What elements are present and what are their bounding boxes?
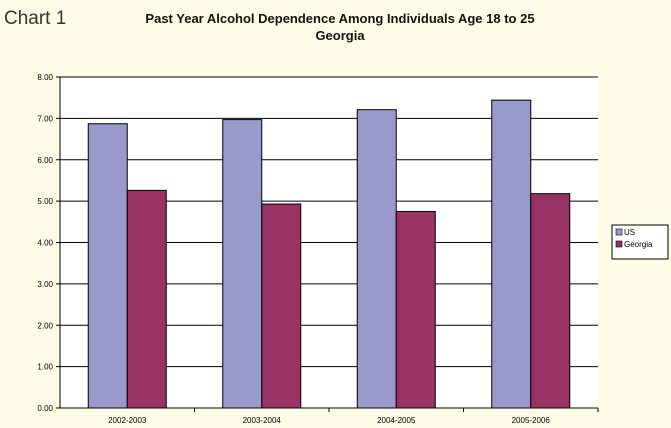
y-tick-label: 0.00 [37, 404, 53, 413]
y-tick-label: 6.00 [37, 156, 53, 165]
bar-us-2004-2005 [356, 109, 397, 409]
chart-title-line2: Georgia [315, 28, 365, 43]
bar-georgia-2005-2006 [530, 193, 571, 409]
x-tick-label: 2002-2003 [108, 416, 147, 425]
x-tick-label: 2005-2006 [512, 416, 551, 425]
x-tick-label: 2003-2004 [243, 416, 282, 425]
chart-title-line1: Past Year Alcohol Dependence Among Indiv… [145, 11, 535, 26]
y-tick-label: 8.00 [37, 73, 53, 82]
legend-swatch-georgia [615, 240, 623, 248]
bar-us-2005-2006 [491, 99, 532, 409]
y-tick-label: 5.00 [37, 197, 53, 206]
y-tick-label: 2.00 [37, 321, 53, 330]
y-tick-label: 3.00 [37, 280, 53, 289]
y-tick-label: 1.00 [37, 363, 53, 372]
legend-swatch-us [615, 228, 623, 236]
bar-us-2002-2003 [87, 123, 128, 409]
chart-number-label: Chart 1 [4, 8, 67, 29]
chart-title: Past Year Alcohol Dependence Among Indiv… [110, 10, 570, 44]
bar-georgia-2003-2004 [261, 203, 302, 409]
bar-georgia-2004-2005 [395, 210, 436, 409]
x-tick-label: 2004-2005 [377, 416, 416, 425]
bar-georgia-2002-2003 [126, 189, 167, 409]
y-tick-label: 4.00 [37, 239, 53, 248]
legend-label-us: US [624, 228, 635, 237]
legend-label-georgia: Georgia [624, 240, 653, 249]
y-tick-label: 7.00 [37, 114, 53, 123]
bar-us-2003-2004 [222, 119, 263, 409]
